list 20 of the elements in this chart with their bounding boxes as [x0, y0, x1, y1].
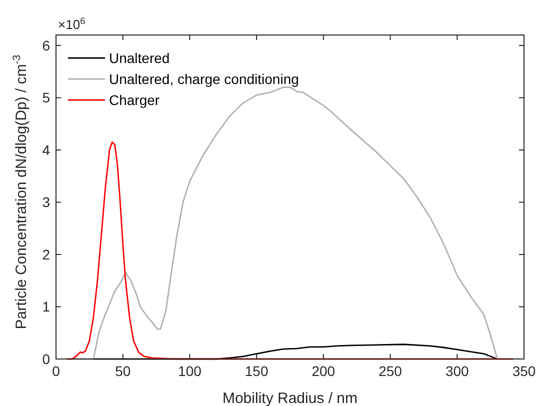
y-tick-label: 6 [42, 37, 50, 54]
legend-label: Unaltered [109, 50, 170, 66]
legend-label: Unaltered, charge conditioning [109, 71, 299, 87]
y-tick-label: 1 [42, 298, 50, 315]
text: ×10$^{6}$ [58, 16, 86, 32]
x-tick-label: 300 [445, 363, 470, 379]
x-tick-label: 350 [512, 363, 536, 379]
x-axis-title: Mobility Radius / nm [222, 390, 358, 406]
y-tick-label: 2 [42, 246, 50, 262]
x-tick-label: 150 [244, 363, 268, 379]
x-tick-label: 50 [115, 363, 131, 379]
x-tick-label: 0 [52, 363, 60, 379]
y-tick-label: 0 [42, 351, 50, 367]
legend-label: Charger [109, 92, 160, 108]
x-tick-label: 100 [178, 363, 202, 379]
y-tick-label: 3 [42, 194, 50, 210]
x-tick-label: 250 [378, 363, 402, 379]
x-tick-label: 200 [312, 363, 336, 379]
y-tick-label: 5 [42, 90, 50, 106]
y-tick-label: 4 [42, 142, 50, 158]
